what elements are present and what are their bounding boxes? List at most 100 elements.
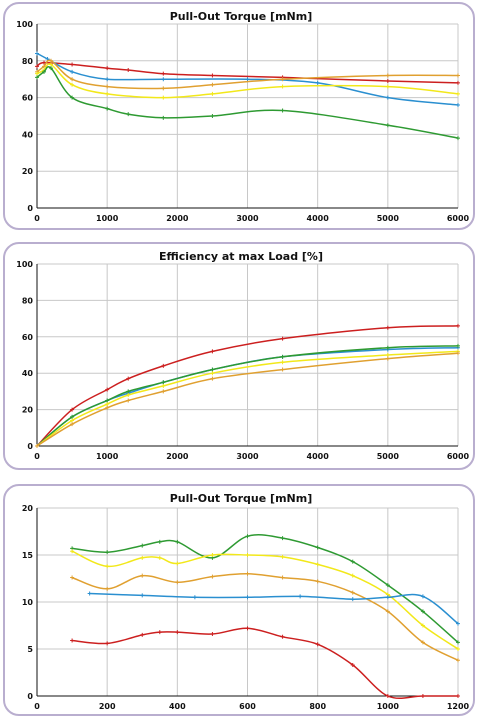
data-point (105, 405, 110, 410)
data-point (385, 73, 390, 78)
data-point (245, 77, 250, 82)
y-tick-label: 10 (22, 598, 34, 607)
data-point (161, 380, 166, 385)
data-point (210, 631, 215, 636)
x-tick-label: 0 (34, 702, 40, 711)
x-tick-label: 4000 (307, 214, 330, 223)
y-tick-label: 20 (22, 504, 34, 513)
data-point (210, 371, 215, 376)
y-tick-label: 60 (22, 333, 34, 342)
data-point (210, 367, 215, 372)
y-tick-label: 15 (22, 551, 34, 560)
data-point (385, 123, 390, 128)
series-line (36, 325, 459, 447)
data-point (385, 583, 390, 588)
data-point (315, 545, 320, 550)
data-point (35, 51, 39, 56)
data-point (105, 77, 110, 82)
data-point (420, 609, 425, 614)
data-point (105, 641, 110, 646)
data-point (157, 555, 162, 560)
data-point (280, 354, 285, 359)
data-point (105, 586, 110, 591)
x-tick-label: 1000 (96, 214, 119, 223)
series-5 (70, 626, 460, 700)
data-point (70, 69, 75, 74)
data-point (105, 106, 110, 111)
series-line (71, 573, 459, 661)
data-point (70, 62, 75, 67)
series-line (36, 345, 459, 447)
x-tick-label: 0 (34, 214, 40, 223)
series-3 (35, 58, 460, 91)
data-point (456, 351, 460, 356)
data-point (70, 77, 75, 82)
series-line (71, 550, 459, 650)
data-point (175, 580, 180, 585)
data-point (280, 360, 285, 365)
x-tick-label: 1000 (377, 702, 400, 711)
x-tick-label: 200 (99, 702, 116, 711)
data-point (456, 343, 460, 348)
data-point (456, 102, 460, 107)
data-point (126, 398, 131, 403)
data-point (42, 64, 47, 69)
data-point (210, 91, 215, 96)
data-point (456, 73, 460, 78)
data-point (105, 550, 110, 555)
data-point (49, 66, 54, 71)
data-point (280, 536, 285, 541)
series-line (89, 592, 459, 625)
series-line (36, 61, 459, 84)
data-point (245, 534, 250, 539)
data-point (385, 353, 390, 357)
data-point (280, 108, 285, 113)
data-point (140, 555, 145, 560)
x-tick-label: 4000 (307, 452, 330, 461)
data-point (385, 595, 390, 600)
data-point (175, 539, 180, 544)
data-point (105, 66, 110, 71)
data-point (49, 62, 54, 67)
data-point (245, 553, 250, 557)
efficiency-chart: Efficiency at max Load [%] 0204060801000… (16, 250, 469, 461)
x-tick-label: 6000 (447, 214, 470, 223)
data-point (350, 597, 355, 602)
data-point (140, 573, 145, 578)
data-point (298, 594, 303, 599)
data-point (35, 75, 39, 80)
data-point (456, 323, 460, 328)
data-point (315, 80, 320, 85)
data-point (161, 389, 166, 394)
x-tick-label: 400 (169, 702, 186, 711)
data-point (385, 345, 390, 350)
y-tick-label: 5 (27, 645, 33, 654)
data-point (420, 640, 425, 645)
series-4 (35, 349, 460, 448)
data-point (245, 571, 250, 576)
data-point (70, 414, 75, 419)
data-point (280, 634, 285, 639)
data-point (35, 71, 39, 76)
data-point (105, 91, 110, 96)
series-line (36, 63, 459, 99)
data-point (192, 595, 197, 600)
data-point (280, 77, 285, 82)
y-tick-label: 0 (27, 204, 33, 213)
data-point (385, 84, 390, 89)
data-point (315, 579, 320, 584)
data-point (385, 694, 390, 698)
data-point (420, 594, 425, 599)
y-tick-label: 40 (22, 369, 34, 378)
series-line (72, 627, 458, 700)
chart-title: Pull-Out Torque [mNm] (170, 492, 312, 505)
series-4 (35, 62, 460, 100)
chart-title: Pull-Out Torque [mNm] (170, 10, 312, 23)
series-2 (70, 549, 460, 651)
x-tick-label: 3000 (236, 452, 259, 461)
data-point (210, 114, 215, 118)
data-point (70, 95, 75, 100)
data-point (210, 574, 215, 579)
